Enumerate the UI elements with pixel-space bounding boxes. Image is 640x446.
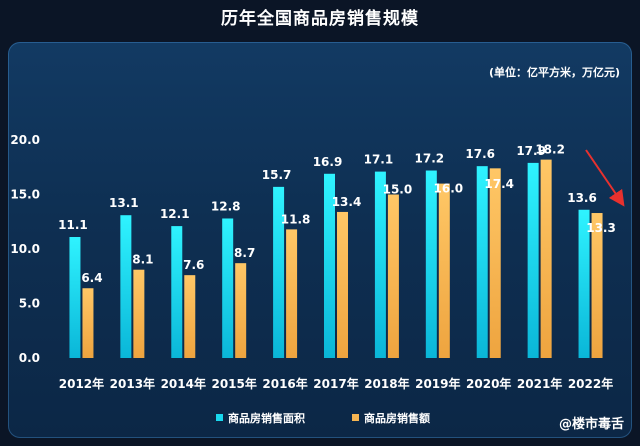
data-label-bar-amount: 6.4: [81, 271, 102, 285]
x-tick-label: 2019年: [415, 376, 460, 391]
bar-area-3: [171, 226, 183, 358]
legend-label-amount: 商品房销售额: [364, 411, 430, 425]
x-tick-label: 2020年: [466, 376, 511, 391]
x-tick-label: 2022年: [568, 376, 613, 391]
y-tick-label: 0.0: [19, 351, 40, 365]
bar-amount-2: [133, 269, 145, 358]
unit-note: (单位：亿平方米，万亿元): [488, 66, 620, 79]
data-label-bar-amount: 15.0: [383, 183, 413, 197]
trend-arrow: [585, 149, 625, 207]
data-label-bar-amount: 17.4: [484, 177, 514, 191]
x-tick-label: 2013年: [110, 376, 155, 391]
data-label-bar-area: 16.9: [313, 155, 343, 169]
data-label-bar-area: 17.9: [516, 144, 546, 158]
bar-area-9: [476, 166, 488, 358]
x-tick-label: 2016年: [262, 376, 307, 391]
bar-amount-8: [438, 183, 450, 358]
data-label-bar-area: 13.1: [109, 196, 139, 210]
bar-amount-7: [387, 194, 399, 358]
data-label-bar-area: 15.7: [262, 168, 292, 182]
bar-amount-11: [591, 213, 603, 358]
legend-swatch-area: [216, 414, 223, 421]
data-label-bar-area: 12.8: [211, 199, 241, 213]
bar-area-1: [69, 237, 81, 358]
bar-amount-3: [184, 275, 196, 358]
chart-title: 历年全国商品房销售规模: [221, 9, 419, 29]
data-label-bar-area: 13.6: [567, 191, 597, 205]
x-tick-label: 2015年: [211, 376, 256, 391]
data-label-bar-amount: 8.1: [132, 253, 153, 267]
bar-area-10: [527, 162, 539, 358]
bar-amount-6: [337, 211, 348, 358]
bar-area-5: [273, 186, 285, 358]
data-label-bar-amount: 7.6: [183, 258, 204, 272]
bar-area-4: [222, 218, 234, 358]
y-tick-label: 10.0: [10, 242, 40, 256]
bar-amount-5: [286, 229, 298, 358]
watermark: @楼市毒舌: [558, 417, 624, 432]
bar-area-11: [578, 209, 590, 358]
data-label-bar-amount: 18.2: [535, 143, 565, 157]
bar-area-8: [425, 170, 437, 358]
x-tick-label: 2021年: [517, 376, 562, 391]
data-label-bar-amount: 8.7: [234, 246, 255, 260]
bar-amount-1: [82, 288, 94, 358]
bar-area-7: [374, 171, 386, 358]
data-label-bar-amount: 11.8: [281, 212, 311, 226]
data-label-bar-area: 17.6: [465, 147, 495, 161]
x-tick-label: 2014年: [161, 376, 206, 391]
data-label-bar-amount: 13.4: [332, 195, 362, 209]
bar-amount-9: [489, 168, 501, 358]
data-label-bar-amount: 16.0: [434, 182, 464, 196]
bar-area-2: [120, 215, 132, 358]
y-tick-label: 20.0: [10, 133, 40, 147]
legend-swatch-amount: [352, 414, 359, 421]
data-label-bar-area: 17.2: [415, 152, 445, 166]
bar-amount-4: [235, 263, 247, 358]
x-tick-label: 2018年: [364, 376, 409, 391]
data-label-bar-area: 12.1: [160, 207, 190, 221]
y-tick-label: 15.0: [10, 188, 40, 202]
data-label-bar-area: 11.1: [58, 218, 88, 232]
x-tick-label: 2012年: [59, 376, 104, 391]
legend-label-area: 商品房销售面积: [228, 411, 305, 425]
data-label-bar-area: 17.1: [364, 153, 394, 167]
data-label-bar-amount: 13.3: [586, 221, 616, 235]
bar-amount-10: [540, 159, 552, 358]
x-tick-label: 2017年: [313, 376, 358, 391]
bar-area-6: [324, 173, 335, 358]
y-tick-label: 5.0: [19, 297, 40, 311]
